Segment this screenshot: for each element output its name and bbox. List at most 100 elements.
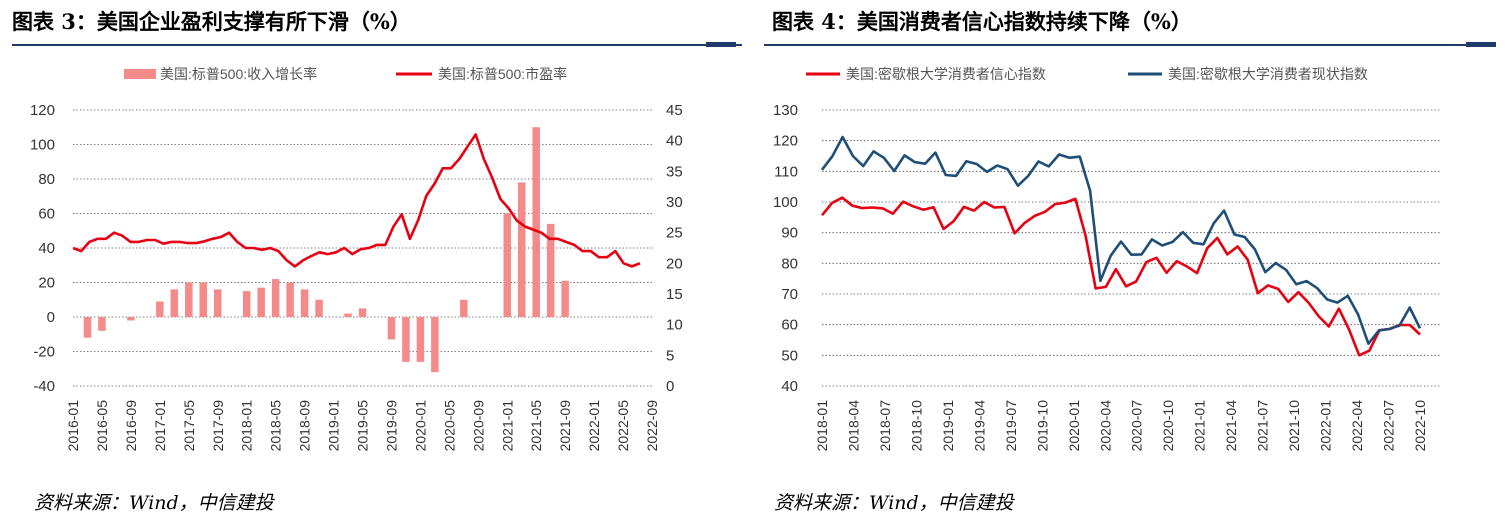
x-tick-label: 2021-01	[1192, 400, 1208, 452]
bar	[315, 299, 323, 317]
left-source-note: 资料来源：Wind，中信建投	[34, 492, 274, 514]
x-tick-label: 2018-05	[268, 400, 284, 452]
bar	[156, 301, 164, 317]
bar	[517, 182, 526, 317]
x-tick-label: 2019-01	[326, 400, 342, 452]
x-tick-label: 2018-09	[297, 400, 313, 452]
bar	[460, 299, 468, 317]
bar	[300, 289, 309, 317]
x-tick-label: 2019-05	[355, 400, 371, 452]
bar	[387, 317, 396, 340]
line-series	[820, 196, 1421, 357]
y-left-tick-label: 100	[30, 137, 55, 154]
y-right-tick-label: 10	[666, 317, 683, 334]
right-source-note: 资料来源：Wind，中信建投	[774, 492, 1014, 514]
left-chart-title: 图表 3：美国企业盈利支撑有所下滑（%）	[12, 9, 411, 34]
y-right-tick-label: 20	[666, 255, 683, 272]
x-tick-label: 2018-10	[908, 400, 924, 452]
bar	[344, 313, 352, 317]
legend-swatch-bar	[124, 69, 156, 79]
bar	[546, 223, 555, 317]
x-tick-label: 2018-07	[877, 400, 893, 452]
bar	[402, 317, 410, 362]
x-tick-label: 2020-10	[1160, 400, 1176, 452]
x-tick-label: 2020-01	[412, 400, 428, 452]
x-tick-label: 2018-04	[845, 400, 861, 452]
line-series	[72, 133, 641, 268]
line-series	[820, 135, 1422, 346]
x-tick-label: 2017-09	[210, 400, 226, 452]
y-left-tick-label: -20	[33, 344, 55, 361]
x-tick-label: 2022-01	[1318, 400, 1334, 452]
bar	[127, 317, 135, 321]
bar	[271, 279, 280, 317]
right-title-rule-tab	[1466, 42, 1496, 47]
y-left-tick-label: -40	[33, 378, 55, 395]
x-tick-label: 2018-01	[239, 400, 255, 452]
x-tick-label: 2020-05	[441, 400, 457, 452]
right-chart: 40 50 60 70 80 90 100 110 120 130 2018-01 2018-04 20…	[773, 66, 1440, 452]
x-tick-label: 2022-10	[1412, 400, 1428, 452]
x-tick-label: 2017-05	[181, 400, 197, 452]
y-tick-label: 110	[774, 163, 798, 180]
y-left-tick-label: 20	[38, 275, 55, 292]
bar	[199, 282, 208, 317]
x-tick-label: 2021-10	[1286, 400, 1302, 452]
left-title-rule	[12, 44, 742, 46]
right-title-rule	[764, 44, 1494, 46]
y-right-tick-label: 45	[666, 102, 683, 119]
x-tick-label: 2020-07	[1129, 400, 1145, 452]
y-right-tick-label: 40	[666, 133, 683, 150]
x-tick-label: 2022-04	[1349, 400, 1365, 452]
x-tick-label: 2016-05	[94, 400, 110, 452]
y-tick-label: 80	[781, 255, 798, 272]
legend-label: 美国:密歇根大学消费者信心指数	[846, 66, 1046, 82]
y-right-tick-label: 35	[666, 163, 683, 180]
x-tick-label: 2019-07	[1003, 400, 1019, 452]
x-tick-label: 2016-01	[65, 400, 81, 452]
y-tick-label: 40	[781, 378, 798, 395]
bar	[214, 289, 222, 317]
y-left-tick-label: 0	[47, 309, 55, 326]
y-tick-label: 50	[781, 347, 798, 364]
bar	[242, 291, 251, 317]
y-tick-label: 120	[773, 133, 798, 150]
x-tick-label: 2017-01	[152, 400, 168, 452]
y-left-tick-label: 120	[30, 102, 55, 119]
bar	[98, 317, 106, 331]
x-tick-label: 2020-04	[1097, 400, 1113, 452]
x-tick-label: 2021-09	[557, 400, 573, 452]
y-left-tick-label: 40	[38, 240, 55, 257]
x-tick-label: 2019-10	[1034, 400, 1050, 452]
legend-label: 美国:密歇根大学消费者现状指数	[1168, 66, 1368, 82]
x-tick-label: 2019-04	[971, 400, 987, 452]
x-tick-label: 2021-05	[528, 400, 544, 452]
x-tick-label: 2022-05	[615, 400, 631, 452]
bar	[83, 317, 92, 338]
y-right-tick-label: 5	[666, 347, 674, 364]
x-tick-label: 2019-01	[940, 400, 956, 452]
bar	[286, 282, 294, 317]
y-right-tick-label: 15	[666, 286, 683, 303]
bar	[257, 287, 265, 317]
y-right-tick-label: 25	[666, 225, 683, 242]
x-tick-label: 2022-01	[586, 400, 602, 452]
x-tick-label: 2021-07	[1255, 400, 1271, 452]
bar	[170, 289, 179, 317]
x-tick-label: 2022-07	[1381, 400, 1397, 452]
right-chart-title: 图表 4：美国消费者信心指数持续下降（%）	[772, 9, 1192, 34]
x-tick-label: 2018-01	[814, 400, 830, 452]
y-tick-label: 70	[781, 286, 798, 303]
x-tick-label: 2021-01	[499, 400, 515, 452]
x-tick-label: 2021-04	[1223, 400, 1239, 452]
left-title-rule-tab	[706, 42, 736, 47]
x-tick-label: 2016-09	[123, 400, 139, 452]
x-tick-label: 2020-09	[470, 400, 486, 452]
x-tick-label: 2022-09	[644, 400, 660, 452]
bar	[503, 213, 511, 317]
bar	[358, 308, 367, 317]
y-left-tick-label: 60	[38, 206, 55, 223]
y-left-tick-label: 80	[38, 171, 55, 188]
legend-label: 美国:标普500:市盈率	[438, 66, 567, 82]
x-tick-label: 2019-09	[383, 400, 399, 452]
